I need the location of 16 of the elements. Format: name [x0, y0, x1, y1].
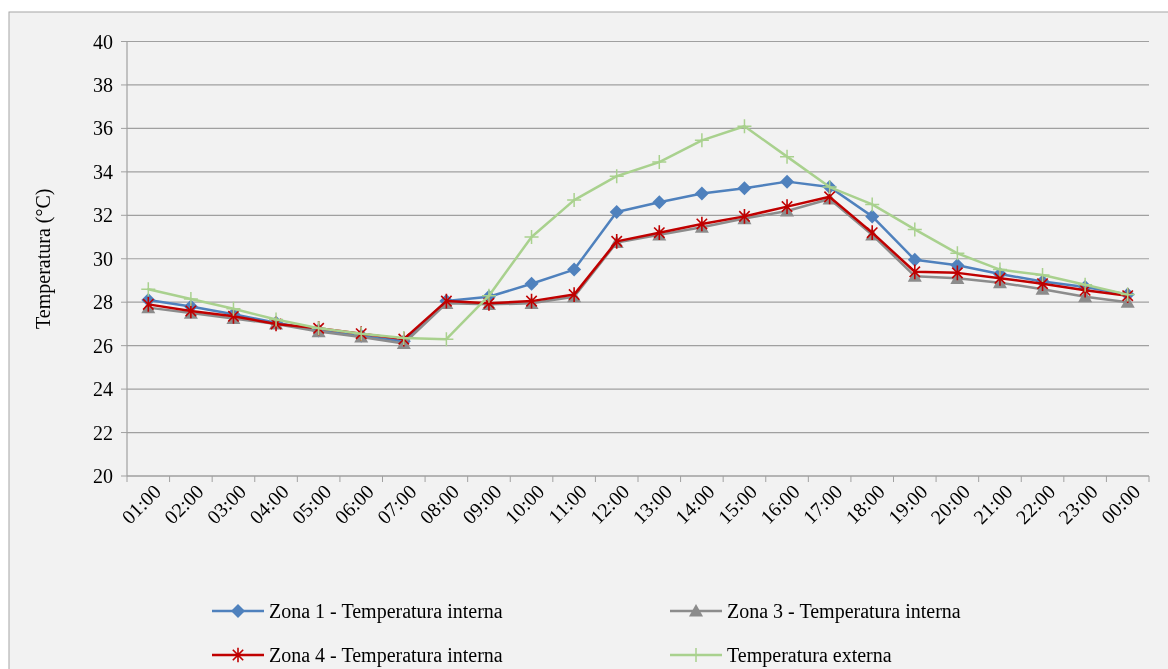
- y-tick-label: 28: [93, 291, 113, 314]
- y-tick-label: 38: [93, 73, 113, 96]
- legend-label: Zona 3 - Temperatura interna: [727, 600, 961, 623]
- y-tick-label: 20: [93, 465, 113, 487]
- legend-label: Zona 4 - Temperatura interna: [269, 644, 503, 667]
- y-tick-label: 24: [93, 378, 113, 401]
- y-tick-label: 34: [93, 160, 113, 183]
- y-axis-title: Temperatura (°C): [32, 188, 55, 329]
- y-tick-label: 30: [93, 247, 113, 270]
- legend-label: Temperatura externa: [727, 644, 892, 667]
- y-tick-label: 22: [93, 421, 113, 444]
- y-tick-label: 40: [93, 30, 113, 53]
- y-tick-label: 32: [93, 204, 113, 227]
- legend-label: Zona 1 - Temperatura interna: [269, 600, 503, 623]
- y-tick-label: 36: [93, 117, 113, 140]
- y-tick-label: 26: [93, 334, 113, 357]
